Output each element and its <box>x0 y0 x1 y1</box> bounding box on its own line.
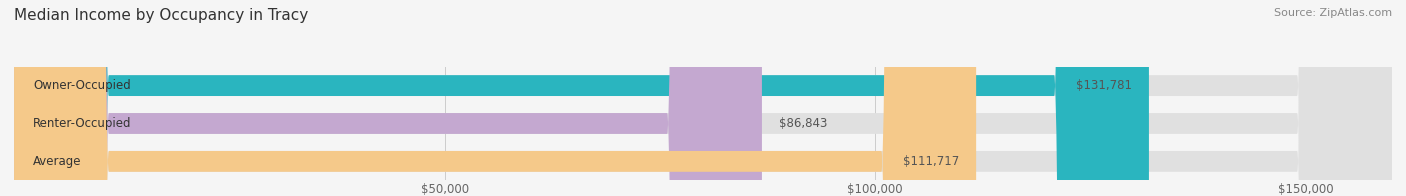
FancyBboxPatch shape <box>14 0 762 196</box>
Text: Source: ZipAtlas.com: Source: ZipAtlas.com <box>1274 8 1392 18</box>
Text: $86,843: $86,843 <box>779 117 828 130</box>
Text: Average: Average <box>32 155 82 168</box>
FancyBboxPatch shape <box>14 0 1392 196</box>
Text: Median Income by Occupancy in Tracy: Median Income by Occupancy in Tracy <box>14 8 308 23</box>
Text: $111,717: $111,717 <box>903 155 959 168</box>
Text: $131,781: $131,781 <box>1076 79 1132 92</box>
FancyBboxPatch shape <box>14 0 1392 196</box>
Text: Renter-Occupied: Renter-Occupied <box>32 117 132 130</box>
FancyBboxPatch shape <box>14 0 1392 196</box>
FancyBboxPatch shape <box>14 0 1149 196</box>
FancyBboxPatch shape <box>14 0 976 196</box>
Text: Owner-Occupied: Owner-Occupied <box>32 79 131 92</box>
